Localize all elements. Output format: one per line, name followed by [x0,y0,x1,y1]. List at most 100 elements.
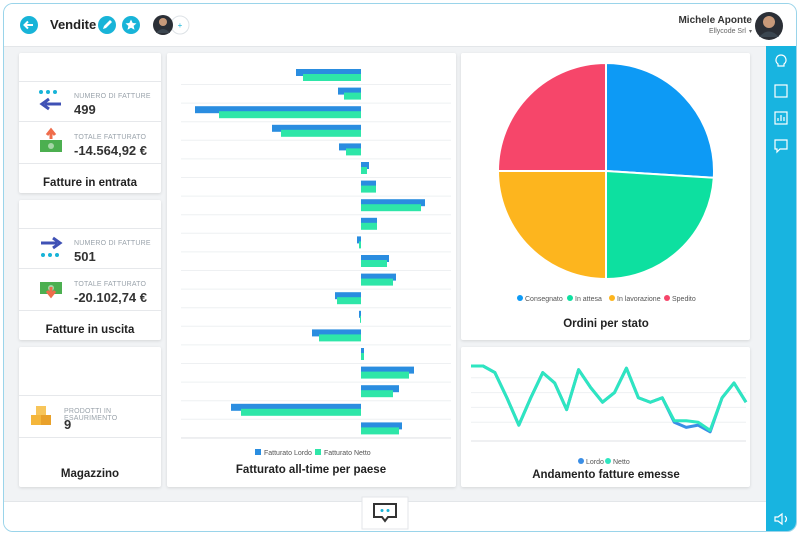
tips-icon[interactable] [775,54,787,67]
messages-icon[interactable] [774,139,788,154]
user-name: Michele Aponte [678,15,752,26]
bar [361,422,402,430]
charts: Fatturato Lordo Fatturato Netto Fatturato … [181,61,748,481]
stat-card: NUMERO DI FATTURE 499 TOTALE FATTURATO -… [19,53,161,193]
pie-slice [605,61,715,179]
legend-dot [664,295,670,301]
bar [361,390,393,398]
card-icons [31,406,51,425]
stat-card: NUMERO DI FATTURE 501 TOTALE FATTURATO -… [19,200,161,340]
chat-button[interactable] [361,496,411,530]
stat-label: TOTALE FATTURATO [74,281,147,288]
user-company[interactable]: Ellycode Srl [709,28,746,35]
sound-icon[interactable] [774,512,788,526]
pie-slice [496,61,607,172]
page-title: Vendite [50,17,97,32]
legend-dot [567,295,573,301]
stat-card: PRODOTTI IN ESAURIMENTO 9 Magazzino [19,347,161,487]
stat-value: -20.102,74 € [74,290,148,305]
bar [361,167,367,174]
card-icons [40,236,63,299]
bar [195,106,361,114]
bar [296,69,361,76]
bar [361,348,364,355]
bar [361,273,396,281]
bar [359,310,361,318]
bar [344,92,361,100]
legend-label: In attesa [575,296,602,303]
calendar-icon[interactable] [774,84,788,98]
bar [360,315,361,323]
bar [361,260,387,267]
bar [281,129,361,137]
bar [361,204,421,212]
chart-title: Fatturato all-time per paese [236,464,386,476]
bar [319,334,361,342]
bar [312,329,361,337]
line-series [471,364,748,432]
bar [361,353,364,360]
bar [361,185,376,193]
bar [272,124,361,132]
bar [335,292,361,300]
chart-title: Ordini per stato [563,318,649,330]
line-chart-card [461,347,750,487]
bar [361,366,414,374]
bar [361,278,393,286]
legend-label: Spedito [672,296,696,303]
legend-dot [517,295,523,301]
stat-label: TOTALE FATTURATO [74,134,147,141]
bar [361,180,376,188]
bar [357,236,361,244]
legend-label: Fatturato Netto [324,450,371,457]
stat-value: 501 [74,249,96,264]
stat-label: NUMERO DI FATTURE [74,240,151,247]
report-icon[interactable] [774,111,788,125]
bar [346,148,361,156]
bar [303,74,361,81]
legend-dot [578,458,584,464]
card-icons [39,90,62,152]
svg-text:+: + [178,21,183,30]
stat-label: NUMERO DI FATTURE [74,93,151,100]
legend-label: Lordo [586,459,604,466]
bar [361,371,409,379]
stat-value: -14.564,92 € [74,143,148,158]
pie-slice [605,169,715,281]
legend-dot [605,458,611,464]
bar [337,297,361,305]
pie-slice [496,170,607,281]
legend-label: Consegnato [525,296,563,303]
legend-swatch [255,449,261,455]
bar [361,222,377,230]
bar [361,199,425,207]
legend-dot [609,295,615,301]
stat-value: 9 [64,417,72,432]
bar [361,217,377,225]
bar [231,403,361,411]
header-icons: + [20,15,190,35]
bar [219,111,361,119]
dropdown-caret[interactable]: ▾ [748,29,752,35]
bar [361,385,399,393]
app-frame: + Vendite Michele Aponte Ellycode Srl ▾ [3,3,797,532]
user-avatar[interactable] [753,10,785,42]
card-title: Magazzino [60,468,120,480]
bar [359,241,361,249]
chart-title: Andamento fatture emesse [532,469,680,481]
legend-label: Fatturato Lordo [264,450,312,457]
bar [339,143,361,151]
sidebar [766,46,796,531]
sidebar-icons [774,54,788,526]
legend-label: In lavorazione [617,296,661,303]
bar [361,162,369,169]
card-title: Fatture in entrata [43,177,137,189]
stat-value: 499 [74,102,96,117]
bar [361,255,389,262]
legend-swatch [315,449,321,455]
card-title: Fatture in uscita [45,324,135,336]
stat-label: PRODOTTI IN ESAURIMENTO [64,408,118,422]
bar [361,427,399,435]
bar [241,408,361,416]
bar [338,87,361,95]
